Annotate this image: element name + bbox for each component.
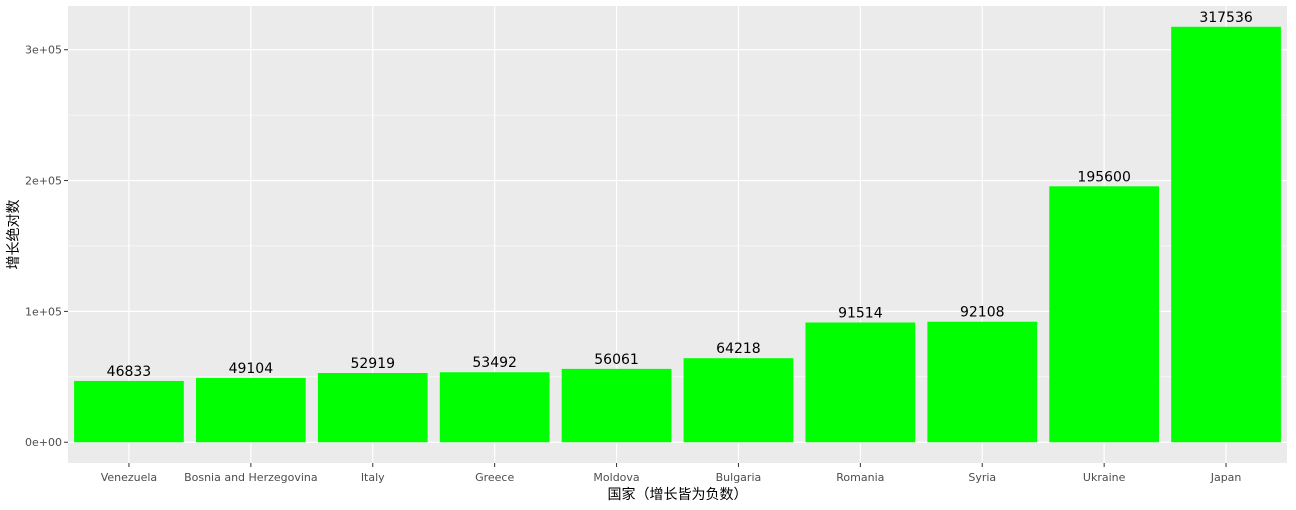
- x-tick-label: Ukraine: [1083, 471, 1126, 484]
- bar: [927, 321, 1038, 443]
- y-tick-label: 2e+05: [25, 175, 62, 188]
- y-tick-label: 0e+00: [25, 436, 62, 449]
- x-tick-label: Greece: [475, 471, 514, 484]
- data-label: 91514: [838, 305, 883, 321]
- bar: [439, 372, 550, 443]
- data-label: 46833: [107, 364, 152, 380]
- data-label: 53492: [472, 355, 517, 371]
- bars: [74, 26, 1281, 443]
- y-tick-label: 1e+05: [25, 305, 62, 318]
- x-tick-label: Bosnia and Herzegovina: [184, 471, 318, 484]
- bar: [1049, 186, 1160, 443]
- bar: [195, 377, 306, 443]
- bar: [74, 380, 184, 443]
- x-tick-label: Romania: [836, 471, 884, 484]
- x-tick-label: Japan: [1210, 471, 1242, 484]
- data-label: 49104: [229, 361, 274, 377]
- data-label: 56061: [594, 352, 639, 368]
- y-tick-label: 3e+05: [25, 44, 62, 57]
- bar: [805, 322, 916, 443]
- y-axis-title: 增长绝对数: [6, 200, 22, 270]
- x-tick-label: Italy: [361, 471, 385, 484]
- data-label: 92108: [960, 305, 1005, 321]
- data-label: 317536: [1199, 10, 1253, 26]
- x-tick-label: Bulgaria: [716, 471, 762, 484]
- data-label: 52919: [350, 356, 395, 372]
- y-axis: 0e+00 1e+05 2e+05 3e+05: [25, 44, 68, 449]
- data-label: 195600: [1077, 169, 1130, 185]
- x-axis-title: 国家（增长皆为负数）: [608, 486, 748, 503]
- x-tick-label: Venezuela: [101, 471, 158, 484]
- bar: [683, 358, 794, 443]
- bar: [1171, 26, 1281, 443]
- bar: [317, 372, 428, 443]
- x-axis: Venezuela Bosnia and Herzegovina Italy Gree…: [101, 463, 1242, 484]
- data-labels: 46833 49104 52919 53492 56061 64218 91514 92108…: [107, 10, 1253, 380]
- data-label: 64218: [716, 341, 761, 357]
- x-tick-label: Moldova: [593, 471, 639, 484]
- bar: [561, 368, 672, 443]
- x-tick-label: Syria: [968, 471, 996, 484]
